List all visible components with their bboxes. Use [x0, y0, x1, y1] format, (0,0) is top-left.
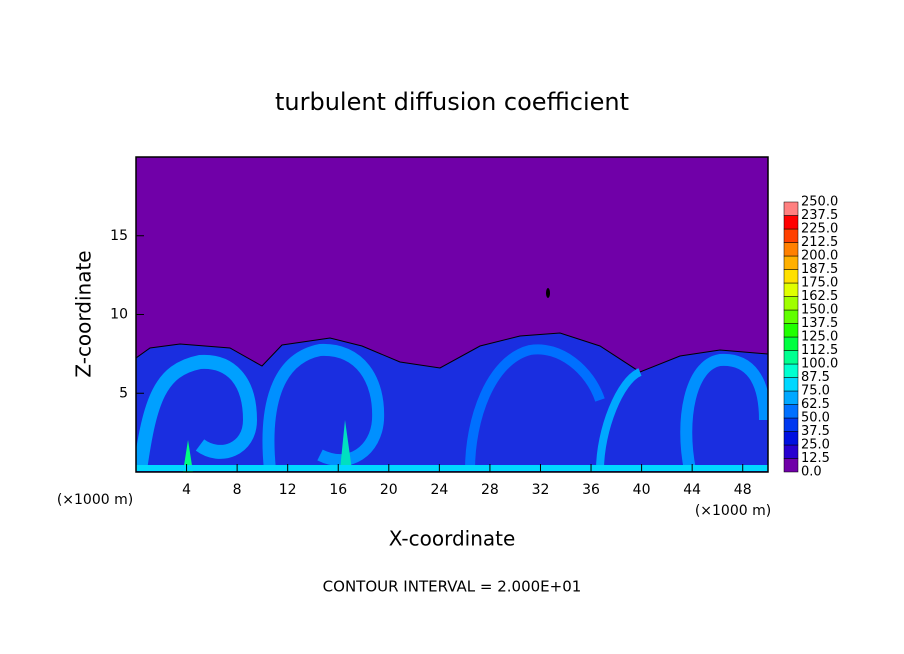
colorbar-label: 175.0	[801, 276, 838, 291]
chart-title: turbulent diffusion coefficient	[275, 88, 629, 116]
colorbar-label: 100.0	[801, 357, 838, 372]
colorbar-label: 225.0	[801, 222, 838, 237]
colorbar-label: 237.5	[801, 208, 838, 223]
x-tick-label: 36	[582, 482, 600, 498]
x-tick-label: 24	[430, 482, 448, 498]
colorbar-label: 25.0	[801, 438, 830, 453]
colorbar-box	[783, 404, 799, 419]
colorbar-label: 75.0	[801, 384, 830, 399]
colorbar-label: 50.0	[801, 411, 830, 426]
x-tick-label: 44	[683, 482, 701, 498]
colorbar-label: 250.0	[801, 195, 838, 210]
colorbar-box	[783, 296, 799, 311]
colorbar-box	[783, 269, 799, 284]
colorbar-label: 162.5	[801, 289, 838, 304]
x-tick-label: 28	[481, 482, 499, 498]
colorbar-box	[783, 255, 799, 270]
colorbar-label: 87.5	[801, 370, 830, 385]
x-tick-label: 32	[532, 482, 550, 498]
x-tick-label: 12	[279, 482, 297, 498]
colorbar-label: 212.5	[801, 235, 838, 250]
x-unit: (×1000 m)	[695, 503, 771, 519]
colorbar-box	[783, 350, 799, 365]
colorbar-label: 37.5	[801, 424, 830, 439]
footer: CONTOUR INTERVAL = 2.000E+01	[323, 578, 582, 596]
colorbar-label: 137.5	[801, 316, 838, 331]
x-tick-label: 4	[182, 482, 191, 498]
colorbar-box	[783, 282, 799, 297]
colorbar-label: 62.5	[801, 397, 830, 412]
colorbar-box	[783, 309, 799, 324]
colorbar-box	[783, 323, 799, 338]
colorbar-label: 0.0	[801, 465, 822, 480]
x-unit: (×1000 m)	[57, 492, 133, 508]
colorbar-label: 187.5	[801, 262, 838, 277]
field	[136, 157, 768, 472]
colorbar-label: 150.0	[801, 303, 838, 318]
y-axis-label: Z-coordinate	[72, 250, 96, 377]
colorbar-label: 112.5	[801, 343, 838, 358]
colorbar-box	[783, 458, 799, 473]
x-tick-label: 40	[633, 482, 651, 498]
x-tick-label: 8	[233, 482, 242, 498]
colorbar-label: 200.0	[801, 249, 838, 264]
colorbar-box	[783, 390, 799, 405]
colorbar-box	[783, 431, 799, 446]
x-tick-label: 20	[380, 482, 398, 498]
y-tick-label: 5	[119, 385, 128, 401]
colorbar-box	[783, 228, 799, 243]
x-axis-label: X-coordinate	[389, 527, 516, 551]
colorbar-box	[783, 417, 799, 432]
y-tick-label: 10	[110, 307, 128, 323]
colorbar-box	[783, 201, 799, 216]
colorbar-box	[783, 444, 799, 459]
y-tick-label: 15	[110, 228, 128, 244]
colorbar-box	[783, 336, 799, 351]
x-tick-label: 48	[734, 482, 752, 498]
colorbar-box	[783, 215, 799, 230]
colorbar-box	[783, 377, 799, 392]
colorbar-label: 125.0	[801, 330, 838, 345]
colorbar-label: 12.5	[801, 451, 830, 466]
colorbar-box	[783, 242, 799, 257]
x-tick-label: 16	[329, 482, 347, 498]
colorbar-box	[783, 363, 799, 378]
